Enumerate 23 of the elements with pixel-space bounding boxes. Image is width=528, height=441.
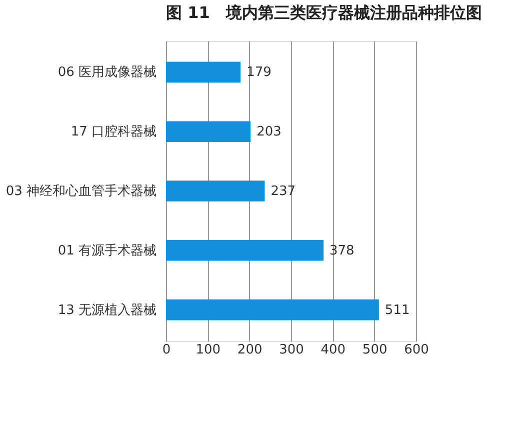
x-tick-label: 0 [162, 342, 171, 358]
chart-title: 图 11 境内第三类医疗器械注册品种排位图 [166, 3, 482, 22]
bar [166, 299, 379, 320]
bar [166, 121, 251, 142]
y-tick-label: 06 医用成像器械 [58, 65, 156, 80]
x-tick-label: 600 [404, 342, 429, 358]
data-label: 203 [256, 124, 282, 140]
bar [166, 180, 265, 202]
bar [166, 62, 241, 83]
y-tick-label: 01 有源手术器械 [58, 243, 156, 258]
data-label: 237 [270, 184, 296, 199]
data-label: 511 [384, 302, 410, 318]
x-tick-label: 100 [196, 342, 221, 358]
x-tick-label: 500 [362, 342, 388, 358]
x-tick-label: 200 [237, 342, 262, 358]
x-tick-label: 400 [320, 342, 346, 358]
y-tick-label: 17 口腔科器械 [70, 124, 156, 140]
y-tick-label: 13 无源植入器械 [58, 302, 156, 318]
data-label: 378 [330, 243, 354, 258]
bar [166, 240, 324, 261]
x-tick-label: 300 [279, 342, 304, 358]
data-label: 179 [246, 65, 272, 80]
y-tick-label: 03 神经和心血管手术器械 [6, 183, 156, 199]
